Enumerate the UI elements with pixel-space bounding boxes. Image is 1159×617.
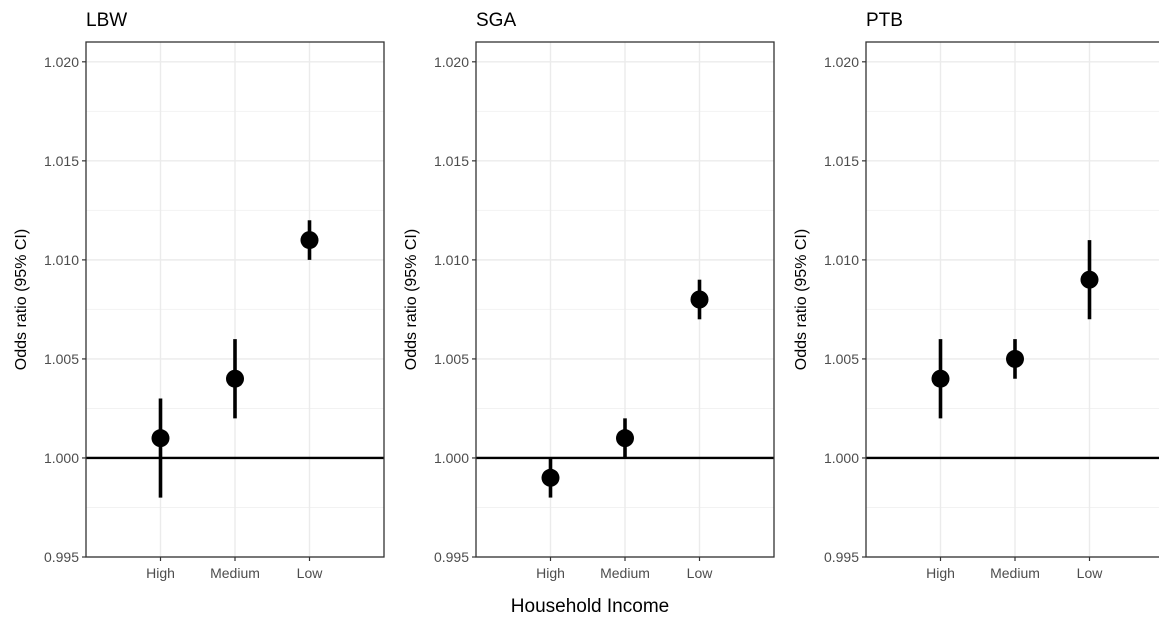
point-estimate bbox=[300, 231, 319, 250]
y-tick-label: 1.015 bbox=[44, 153, 79, 169]
point-estimate bbox=[541, 468, 560, 487]
panel-sga: 0.995 1.000 1.005 1.010 1.015 1.020 High Medium… bbox=[403, 10, 775, 581]
x-tick-label: Medium bbox=[600, 565, 650, 581]
y-tick-label: 1.020 bbox=[44, 54, 79, 70]
point-estimate bbox=[1080, 270, 1099, 289]
y-tick-label: 1.000 bbox=[44, 450, 79, 466]
x-tick-label: Low bbox=[297, 565, 324, 581]
y-tick-label: 1.000 bbox=[824, 450, 859, 466]
panel-title: PTB bbox=[866, 10, 903, 31]
y-tick-label: 0.995 bbox=[434, 549, 469, 565]
y-axis-label: Odds ratio (95% CI) bbox=[403, 229, 420, 370]
x-tick-label: Medium bbox=[210, 565, 260, 581]
point-estimate bbox=[226, 369, 244, 388]
point-estimate bbox=[1006, 349, 1024, 368]
x-tick-label: High bbox=[536, 565, 565, 581]
y-tick-label: 1.005 bbox=[434, 351, 469, 367]
point-estimate bbox=[690, 290, 709, 309]
panel-title: LBW bbox=[86, 10, 127, 31]
x-tick-label: Medium bbox=[990, 565, 1040, 581]
x-tick-label: Low bbox=[1077, 565, 1104, 581]
y-axis-label: Odds ratio (95% CI) bbox=[793, 229, 810, 370]
y-tick-label: 1.000 bbox=[434, 450, 469, 466]
y-axis-label: Odds ratio (95% CI) bbox=[13, 229, 30, 370]
y-tick-label: 1.005 bbox=[44, 351, 79, 367]
y-tick-label: 1.020 bbox=[824, 54, 859, 70]
y-tick-label: 1.010 bbox=[434, 252, 469, 268]
y-tick-label: 0.995 bbox=[44, 549, 79, 565]
panel-title: SGA bbox=[476, 10, 516, 31]
y-tick-label: 1.020 bbox=[434, 54, 469, 70]
y-tick-label: 0.995 bbox=[824, 549, 859, 565]
panel-border bbox=[865, 41, 1159, 558]
panel-lbw: 0.995 1.000 1.005 1.010 1.015 1.020 High Medium… bbox=[13, 10, 385, 581]
x-tick-label: Low bbox=[687, 565, 714, 581]
point-estimate bbox=[151, 429, 170, 448]
y-tick-label: 1.015 bbox=[824, 153, 859, 169]
chart-panels: 0.995 1.000 1.005 1.010 1.015 1.020 High Medium… bbox=[13, 10, 1159, 581]
panel-ptb: 0.995 1.000 1.005 1.010 1.015 1.020 High Medium… bbox=[793, 10, 1159, 581]
y-tick-label: 1.015 bbox=[434, 153, 469, 169]
x-tick-label: High bbox=[926, 565, 955, 581]
point-estimate bbox=[616, 429, 634, 448]
x-axis-label: Household Income bbox=[511, 596, 669, 617]
y-tick-label: 1.010 bbox=[824, 252, 859, 268]
y-tick-label: 1.005 bbox=[824, 351, 859, 367]
point-estimate bbox=[931, 369, 950, 388]
x-tick-label: High bbox=[146, 565, 175, 581]
y-tick-label: 1.010 bbox=[44, 252, 79, 268]
